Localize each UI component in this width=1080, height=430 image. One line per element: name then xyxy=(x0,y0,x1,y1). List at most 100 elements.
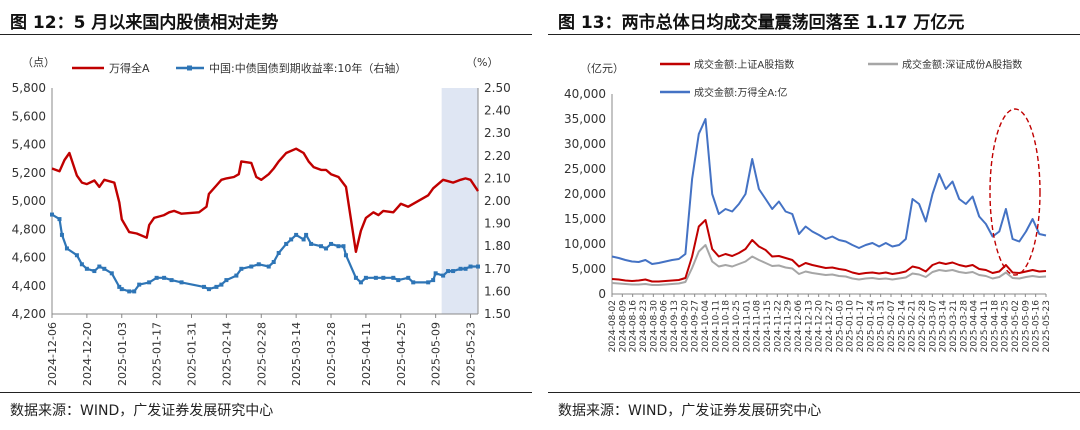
series-2-marker xyxy=(341,244,346,249)
x-tick-label: 2025-03-14 xyxy=(939,300,949,353)
annotation-ellipse xyxy=(989,108,1041,276)
x-tick-label: 2024-10-18 xyxy=(722,300,732,353)
series-2-marker xyxy=(336,244,341,249)
legend-label-series-2: 成交金额:深证成份A股指数 xyxy=(902,58,1022,71)
x-tick-label: 2024-08-09 xyxy=(618,300,628,353)
highlight-band xyxy=(441,88,478,314)
series-2-marker xyxy=(309,241,314,246)
right-figure-title: 图 13：两市总体日均成交量震荡回落至 1.17 万亿元 xyxy=(558,13,965,33)
x-tick-label: 2024-09-20 xyxy=(680,300,690,353)
x-tick-label: 2024-11-08 xyxy=(753,300,763,353)
series-2-marker xyxy=(154,275,159,280)
x-tick-label: 2025-03-14 xyxy=(290,322,303,386)
left-title-rule xyxy=(0,34,532,35)
x-tick-label: 2024-09-13 xyxy=(670,300,680,352)
x-tick-label: 2025-04-04 xyxy=(970,300,980,353)
x-tick-label: 2025-02-28 xyxy=(255,322,268,386)
series-2-marker xyxy=(79,262,84,267)
legend-label-series-3: 成交金额:万得全A:亿 xyxy=(694,86,787,99)
x-tick-label: 2025-04-11 xyxy=(360,322,373,386)
x-tick-label: 2024-10-04 xyxy=(701,300,711,353)
series-line-1 xyxy=(611,219,1047,283)
series-2-marker xyxy=(468,264,473,269)
series-2-marker xyxy=(431,278,436,283)
y-right-tick-label: 2.50 xyxy=(484,81,511,95)
x-tick-label: 2024-12-20 xyxy=(81,322,94,386)
y-tick-label: 20,000 xyxy=(564,187,606,201)
x-tick-label: 2024-08-16 xyxy=(629,300,639,353)
x-tick-label: 2024-09-27 xyxy=(691,300,701,352)
series-2-marker xyxy=(476,264,480,269)
y-tick-label: 15,000 xyxy=(564,212,606,226)
series-2-marker xyxy=(97,264,102,269)
series-2-marker xyxy=(319,244,324,249)
series-2-marker xyxy=(363,275,368,280)
x-tick-label: 2025-05-16 xyxy=(1032,300,1042,353)
series-2-marker xyxy=(249,264,254,269)
series-2-marker xyxy=(57,217,62,222)
y-left-tick-label: 5,400 xyxy=(12,138,46,152)
x-tick-label: 2025-05-23 xyxy=(1042,300,1052,352)
x-tick-label: 2024-12-06 xyxy=(46,322,59,386)
series-line-2 xyxy=(611,244,1047,286)
x-tick-label: 2024-08-30 xyxy=(649,300,659,353)
x-tick-label: 2025-03-28 xyxy=(959,300,969,353)
series-2-marker xyxy=(373,275,378,280)
series-2-marker xyxy=(179,280,184,285)
x-tick-label: 2025-02-07 xyxy=(887,300,897,352)
series-2-marker xyxy=(214,284,219,289)
series-2-marker xyxy=(84,266,89,271)
x-tick-label: 2025-03-28 xyxy=(325,322,338,386)
series-2-marker xyxy=(396,278,401,283)
y-tick-label: 35,000 xyxy=(564,112,606,126)
x-tick-label: 2025-04-25 xyxy=(1001,300,1011,352)
legend-label-series-1: 万得全A xyxy=(109,61,150,75)
series-2-marker xyxy=(59,232,64,237)
left-source-rule xyxy=(0,392,532,393)
x-tick-label: 2025-02-14 xyxy=(897,300,907,353)
series-2-marker xyxy=(219,282,224,287)
series-2-marker xyxy=(64,246,69,251)
series-2-marker xyxy=(458,266,463,271)
left-chart: 5,800 5,600 5,400 5,200 5,000 4,800 4,600 4,400… xyxy=(12,56,511,386)
legend-marker-series-2 xyxy=(187,65,192,71)
series-2-marker xyxy=(271,260,276,265)
series-2-marker xyxy=(132,289,137,294)
x-tick-label: 2025-04-18 xyxy=(990,300,1000,353)
series-2-marker xyxy=(234,273,239,278)
left-figure-title: 图 12：5 月以来国内股债相对走势 xyxy=(10,13,279,33)
x-tick-label: 2025-01-17 xyxy=(151,322,164,386)
y-right-tick-label: 2.30 xyxy=(484,126,511,140)
y-right-tick-label: 2.10 xyxy=(484,171,511,185)
y-left-unit: （点） xyxy=(22,56,55,69)
x-tick-label: 2025-01-10 xyxy=(846,300,856,353)
series-2-marker xyxy=(201,284,206,289)
series-2-marker xyxy=(169,278,174,283)
series-2-marker xyxy=(137,282,142,287)
x-tick-label: 2025-05-09 xyxy=(430,322,443,386)
right-figure: 图 13：两市总体日均成交量震荡回落至 1.17 万亿元 40,000 35,00… xyxy=(548,0,1080,430)
series-2-marker xyxy=(446,269,451,274)
series-2-marker xyxy=(463,266,468,271)
x-tick-label: 2025-05-02 xyxy=(1011,300,1021,352)
y-right-tick-label: 1.70 xyxy=(484,262,511,276)
x-tick-label: 2025-04-11 xyxy=(980,300,990,352)
series-2-marker xyxy=(117,284,122,289)
series-2-marker xyxy=(441,273,446,278)
series-2-marker xyxy=(50,212,54,217)
series-2-marker xyxy=(329,241,334,246)
y-tick-label: 5,000 xyxy=(572,262,606,276)
y-left-tick-label: 4,200 xyxy=(12,307,46,321)
legend-label-series-2: 中国:中债国债到期收益率:10年（右轴） xyxy=(209,61,406,75)
series-2-marker xyxy=(206,287,211,292)
series-2-marker xyxy=(358,280,363,285)
series-2-marker xyxy=(353,275,358,280)
left-figure: 图 12：5 月以来国内股债相对走势 5,800 5,600 5,400 5,200 5… xyxy=(0,0,532,430)
series-2-marker xyxy=(391,275,396,280)
x-tick-label: 2025-01-31 xyxy=(877,300,887,352)
y-right-unit: （%） xyxy=(466,56,498,69)
x-tick-label: 2024-11-29 xyxy=(784,300,794,353)
right-source-note: 数据来源：WIND，广发证券发展研究中心 xyxy=(558,403,822,419)
legend-label-series-1: 成交金额:上证A股指数 xyxy=(694,58,794,71)
series-2-marker xyxy=(102,266,107,271)
